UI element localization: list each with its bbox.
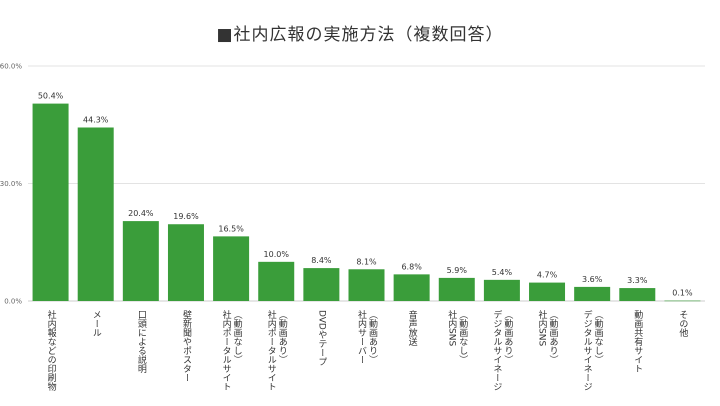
x-tick-label-line: （動画なし）	[232, 310, 243, 364]
data-label: 16.5%	[218, 224, 244, 233]
bar	[303, 268, 340, 301]
x-tick-label-line: DVDやテープ	[316, 310, 327, 366]
bar	[529, 282, 566, 301]
x-tick-label: デジタルサイネージ （動画あり）	[491, 309, 513, 391]
bar	[32, 103, 69, 301]
x-tick-label: その他	[677, 310, 688, 338]
x-tick-label-line: 社内ポータルサイト	[266, 309, 277, 391]
x-tick-label-line: 社内報などの印刷物	[46, 309, 57, 392]
x-tick-label-line: 社内SNS	[446, 309, 457, 347]
x-tick-label-line: 音声放送	[407, 309, 418, 347]
x-tick-label: 口頭による説明	[136, 310, 147, 374]
bar	[348, 269, 385, 301]
data-label: 6.8%	[401, 262, 422, 271]
x-tick-label-line: 口頭による説明	[136, 310, 147, 374]
chart-title: ■社内広報の実施方法（複数回答）	[216, 25, 504, 45]
data-label: 8.4%	[311, 256, 332, 265]
x-tick-label-line: 社内ポータルサイト	[221, 309, 232, 391]
x-tick-label-line: （動画あり）	[502, 310, 513, 364]
x-tick-label-line: （動画あり）	[277, 310, 288, 364]
x-tick-label-line: （動画なし）	[457, 310, 468, 364]
data-label: 0.1%	[672, 289, 693, 298]
x-tick-label: DVDやテープ	[316, 310, 327, 366]
x-tick-label: 社内SNS （動画なし）	[446, 309, 468, 364]
bar	[77, 127, 114, 301]
bar	[574, 286, 611, 301]
data-label: 5.9%	[447, 266, 468, 275]
x-tick-label-line: （動画あり）	[548, 310, 559, 364]
x-tick-label: 音声放送	[407, 309, 418, 347]
bar	[619, 288, 656, 301]
x-tick-label: 社内ポータルサイト （動画あり）	[266, 309, 288, 391]
data-label: 10.0%	[264, 250, 290, 259]
data-label: 44.3%	[83, 115, 109, 124]
x-tick-label: 社内サーバー （動画あり）	[356, 309, 378, 364]
bar	[393, 274, 430, 301]
data-label: 20.4%	[128, 209, 154, 218]
data-label: 3.3%	[627, 276, 648, 285]
data-label: 3.6%	[582, 275, 603, 284]
x-tick-label-line: その他	[677, 310, 688, 338]
data-label: 19.6%	[173, 212, 199, 221]
x-tick-label-line: 社内サーバー	[356, 309, 367, 364]
x-tick-label-line: メール	[91, 310, 102, 337]
x-tick-label-line: デジタルサイネージ	[582, 309, 593, 391]
data-label: 5.4%	[492, 268, 513, 277]
y-tick-label: 60.0%	[0, 63, 22, 71]
bar	[664, 300, 701, 302]
x-tick-label-line: 壁新聞やポスター	[181, 309, 192, 382]
x-tick-label: デジタルサイネージ （動画なし）	[582, 309, 604, 391]
x-tick-label: 社内ポータルサイト （動画なし）	[221, 309, 243, 391]
x-tick-label-line: 動画共有サイト	[632, 310, 643, 373]
x-tick-label: 社内報などの印刷物	[46, 309, 57, 392]
x-tick-label: 社内SNS （動画あり）	[537, 309, 559, 364]
bar	[258, 261, 295, 301]
x-tick-label-line: 社内SNS	[537, 309, 548, 347]
x-tick-label-line: デジタルサイネージ	[491, 309, 502, 391]
x-tick-label-line: （動画なし）	[593, 310, 604, 364]
data-label: 8.1%	[356, 257, 377, 266]
data-label: 4.7%	[537, 271, 558, 280]
bar	[438, 277, 475, 301]
x-tick-label-line: （動画あり）	[367, 310, 378, 364]
y-tick-label: 30.0%	[0, 180, 22, 188]
y-tick-label: 0.0%	[4, 298, 22, 306]
bar	[213, 236, 250, 301]
bar	[483, 279, 520, 301]
x-tick-label: メール	[91, 310, 102, 337]
x-tick-label: 壁新聞やポスター	[181, 309, 192, 382]
bar	[167, 224, 204, 301]
x-tick-label: 動画共有サイト	[632, 310, 643, 373]
bar	[122, 221, 159, 301]
data-label: 50.4%	[38, 92, 64, 101]
